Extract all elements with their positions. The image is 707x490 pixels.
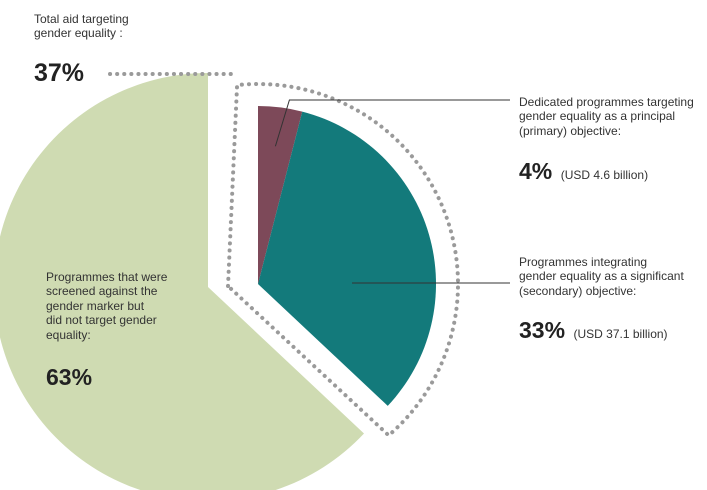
significant-amount: (USD 37.1 billion) <box>573 327 668 341</box>
slice-significant <box>258 111 436 406</box>
principal-amount: (USD 4.6 billion) <box>560 168 649 182</box>
slice-not-targeted <box>0 73 364 490</box>
not-targeted-percent: 63% <box>46 364 93 390</box>
principal-value-row: 4% (USD 4.6 billion) <box>519 160 648 184</box>
total-label: Total aid targeting gender equality : <box>34 12 129 41</box>
significant-percent: 33% <box>519 317 566 343</box>
principal-label: Dedicated programmes targeting gender eq… <box>519 95 694 138</box>
significant-value-row: 33% (USD 37.1 billion) <box>519 319 668 343</box>
principal-leader-line <box>274 99 510 147</box>
not-targeted-label: Programmes that were screened against th… <box>46 270 168 342</box>
total-percent: 37% <box>34 59 85 87</box>
slice-principal <box>258 106 303 284</box>
significant-label: Programmes integrating gender equality a… <box>519 255 684 298</box>
total-dotted-outline <box>225 82 460 439</box>
principal-percent: 4% <box>519 158 553 184</box>
